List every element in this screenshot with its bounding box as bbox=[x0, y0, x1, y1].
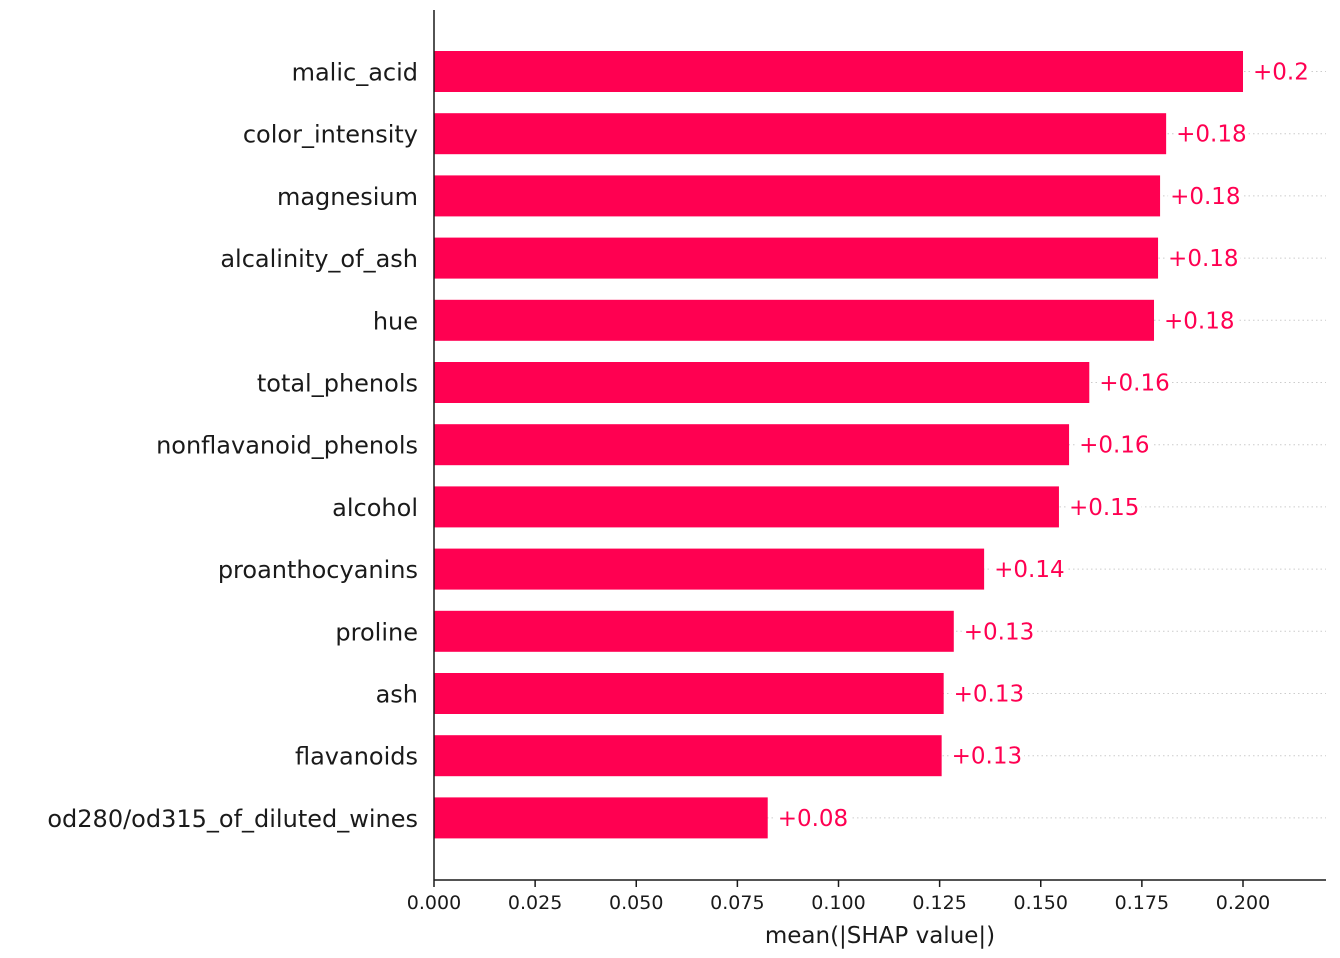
bar bbox=[434, 51, 1243, 92]
data-label-background bbox=[961, 619, 1037, 646]
x-tick-label: 0.125 bbox=[912, 892, 966, 914]
data-label-background bbox=[1168, 183, 1243, 210]
data-label-background bbox=[1097, 370, 1172, 397]
x-tick-label: 0.200 bbox=[1216, 892, 1270, 914]
bars bbox=[434, 51, 1243, 839]
data-label-background bbox=[951, 681, 1027, 708]
category-label: alcalinity_of_ash bbox=[220, 245, 418, 273]
data-label-background bbox=[1077, 432, 1152, 459]
data-labels: +0.2 +0.18 +0.18 +0.18 +0.18 +0.16 +0.16 +0.15 +… bbox=[775, 59, 1311, 832]
category-label: magnesium bbox=[277, 183, 418, 211]
data-label-background bbox=[1166, 246, 1241, 273]
data-label: +0.18 bbox=[1168, 246, 1238, 272]
data-label-background bbox=[1251, 59, 1311, 86]
x-tick-label: 0.100 bbox=[811, 892, 865, 914]
x-tick-label: 0.000 bbox=[407, 892, 461, 914]
x-axis-ticks: 0.000 0.025 0.050 0.075 0.100 0.125 0.150 0.175… bbox=[407, 880, 1270, 914]
x-axis-title: mean(|SHAP value|) bbox=[765, 923, 995, 949]
bar bbox=[434, 299, 1155, 341]
data-label: +0.15 bbox=[1069, 495, 1139, 521]
data-label-background bbox=[992, 557, 1067, 584]
data-label-background bbox=[775, 805, 851, 832]
category-label: color_intensity bbox=[243, 121, 418, 149]
bar bbox=[434, 237, 1159, 279]
category-label: od280/od315_of_diluted_wines bbox=[47, 805, 418, 833]
category-labels: malic_acid color_intensity magnesium alcali… bbox=[47, 59, 418, 833]
data-label: +0.13 bbox=[964, 619, 1034, 645]
data-label: +0.13 bbox=[954, 682, 1024, 708]
x-tick-label: 0.050 bbox=[609, 892, 663, 914]
data-label-background bbox=[1066, 494, 1142, 521]
bar bbox=[434, 735, 942, 777]
bar bbox=[434, 610, 954, 652]
category-label: total_phenols bbox=[257, 370, 418, 398]
category-label: proline bbox=[335, 618, 418, 646]
data-label: +0.14 bbox=[994, 557, 1064, 583]
bar bbox=[434, 113, 1167, 155]
x-tick-label: 0.075 bbox=[710, 892, 764, 914]
data-label: +0.16 bbox=[1099, 371, 1169, 397]
category-label: alcohol bbox=[332, 494, 418, 522]
data-label: +0.2 bbox=[1253, 60, 1309, 86]
bar bbox=[434, 175, 1161, 217]
bar bbox=[434, 673, 944, 714]
data-label: +0.18 bbox=[1176, 122, 1246, 148]
data-label: +0.13 bbox=[952, 744, 1022, 770]
data-label: +0.16 bbox=[1079, 433, 1149, 459]
x-tick-label: 0.150 bbox=[1014, 892, 1068, 914]
data-label: +0.08 bbox=[778, 806, 848, 832]
category-label: nonflavanoid_phenols bbox=[156, 432, 418, 460]
data-label: +0.18 bbox=[1164, 308, 1234, 334]
data-label-background bbox=[1174, 121, 1249, 148]
category-label: proanthocyanins bbox=[218, 556, 418, 584]
bar bbox=[434, 797, 768, 839]
bar bbox=[434, 486, 1059, 528]
x-tick-label: 0.175 bbox=[1115, 892, 1169, 914]
bar bbox=[434, 362, 1090, 403]
bar bbox=[434, 424, 1070, 466]
data-label-background bbox=[1162, 308, 1237, 335]
category-label: ash bbox=[376, 681, 418, 709]
category-label: hue bbox=[373, 307, 418, 335]
category-label: malic_acid bbox=[292, 59, 418, 87]
data-label: +0.18 bbox=[1170, 184, 1240, 210]
category-label: flavanoids bbox=[295, 743, 418, 771]
x-tick-label: 0.025 bbox=[508, 892, 562, 914]
data-label-background bbox=[949, 743, 1025, 770]
bar bbox=[434, 548, 985, 590]
